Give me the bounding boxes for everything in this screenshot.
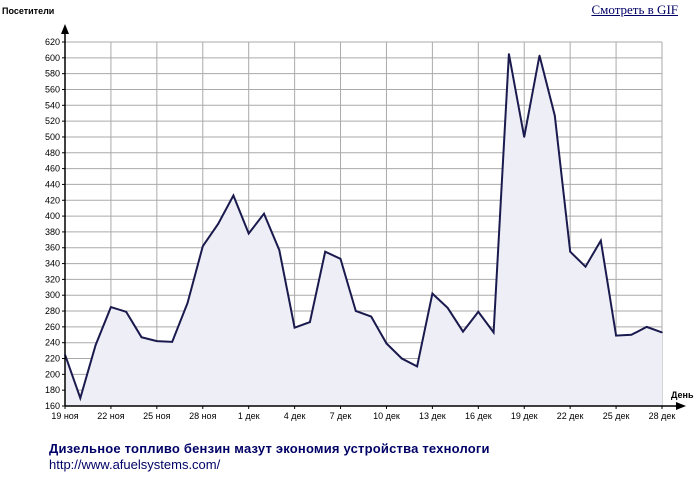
x-axis-label: День — [671, 390, 694, 400]
data-point — [355, 310, 357, 312]
data-point — [309, 321, 311, 323]
x-axis-arrow — [676, 402, 686, 410]
y-tick-label: 340 — [45, 259, 60, 269]
x-tick-label: 13 дек — [419, 411, 446, 421]
data-point — [79, 397, 82, 399]
y-tick-label: 320 — [45, 274, 60, 284]
view-gif-link[interactable]: Смотреть в GIF — [591, 2, 678, 17]
data-point — [569, 250, 571, 253]
y-tick-label: 580 — [45, 69, 60, 79]
data-point — [477, 311, 480, 313]
footer-url[interactable]: http://www.afuelsystems.com/ — [49, 457, 221, 472]
y-tick-label: 520 — [45, 116, 60, 126]
data-point — [416, 365, 418, 368]
y-tick-label: 500 — [45, 132, 60, 142]
data-point — [370, 315, 372, 318]
x-tick-label: 19 дек — [511, 411, 538, 421]
y-tick-label: 440 — [45, 179, 60, 189]
x-tick-labels: 19 ноя 22 ноя 25 ноя 28 ноя 1 дек 4 дек 7 дек 1… — [51, 411, 675, 421]
y-tick-label: 560 — [45, 84, 60, 94]
data-point — [554, 114, 556, 117]
series-line — [64, 53, 663, 402]
data-point — [630, 333, 633, 336]
data-point — [523, 136, 526, 138]
data-point — [263, 212, 265, 215]
data-point — [446, 307, 449, 309]
visitors-chart: Посетители День 160 180 200 220 240 260 280 300… — [2, 6, 694, 421]
data-point — [645, 326, 648, 328]
y-tick-label: 620 — [45, 37, 60, 47]
data-point — [94, 344, 97, 346]
y-tick-label: 400 — [45, 211, 60, 221]
data-point — [278, 249, 281, 251]
y-tick-label: 220 — [45, 354, 60, 364]
data-point — [140, 336, 143, 338]
data-point — [110, 306, 112, 308]
series-area — [65, 53, 662, 407]
x-tick-label: 1 дек — [238, 411, 260, 421]
y-tick-label: 160 — [45, 401, 60, 411]
y-tick-label: 280 — [45, 306, 60, 316]
x-tick-label: 25 дек — [603, 411, 630, 421]
y-tick-label: 480 — [45, 148, 60, 158]
data-point — [324, 250, 327, 253]
data-point — [661, 331, 663, 334]
y-tick-label: 240 — [45, 338, 60, 348]
y-axis-label: Посетители — [2, 6, 54, 16]
data-point — [508, 53, 510, 55]
x-tick-label: 22 дек — [557, 411, 584, 421]
footer-title: Дизельное топливо бензин мазут экономия … — [49, 441, 490, 456]
data-point — [171, 341, 173, 343]
y-tick-label: 460 — [45, 164, 60, 174]
y-axis-arrow — [61, 24, 69, 34]
y-tick-label: 300 — [45, 290, 60, 300]
y-tick-label: 260 — [45, 322, 60, 332]
y-tick-label: 540 — [45, 100, 60, 110]
data-point — [339, 258, 342, 260]
data-point — [186, 302, 189, 304]
y-tick-label: 360 — [45, 243, 60, 253]
data-point — [431, 292, 434, 295]
data-point — [125, 311, 128, 313]
data-point — [584, 265, 587, 268]
x-tick-label: 25 ноя — [143, 411, 170, 421]
data-point — [156, 340, 158, 342]
y-tick-label: 180 — [45, 385, 60, 395]
axes — [61, 24, 686, 410]
x-tick-label: 16 дек — [465, 411, 492, 421]
data-point — [400, 357, 403, 360]
x-tick-label: 7 дек — [330, 411, 352, 421]
x-tick-label: 10 дек — [373, 411, 400, 421]
data-point — [385, 342, 388, 345]
x-tick-label: 19 ноя — [51, 411, 78, 421]
data-point — [64, 353, 66, 356]
data-point — [615, 334, 617, 337]
data-point — [492, 331, 495, 334]
data-point — [247, 232, 250, 235]
x-tick-label: 22 ноя — [97, 411, 124, 421]
y-tick-label: 420 — [45, 195, 60, 205]
data-point — [201, 245, 204, 247]
y-tick-label: 380 — [45, 227, 60, 237]
data-point — [217, 223, 219, 225]
y-tick-labels: 160 180 200 220 240 260 280 300 320 340 360 380 400 4… — [45, 37, 60, 411]
data-point — [538, 54, 541, 57]
data-points — [64, 53, 663, 399]
data-point — [293, 326, 296, 329]
data-point — [462, 330, 464, 333]
data-point — [232, 194, 235, 197]
x-tick-label: 28 дек — [649, 411, 676, 421]
y-tick-label: 600 — [45, 53, 60, 63]
x-tick-label: 28 ноя — [189, 411, 216, 421]
x-tick-label: 4 дек — [284, 411, 306, 421]
y-tick-label: 200 — [45, 369, 60, 379]
data-point — [599, 239, 602, 242]
